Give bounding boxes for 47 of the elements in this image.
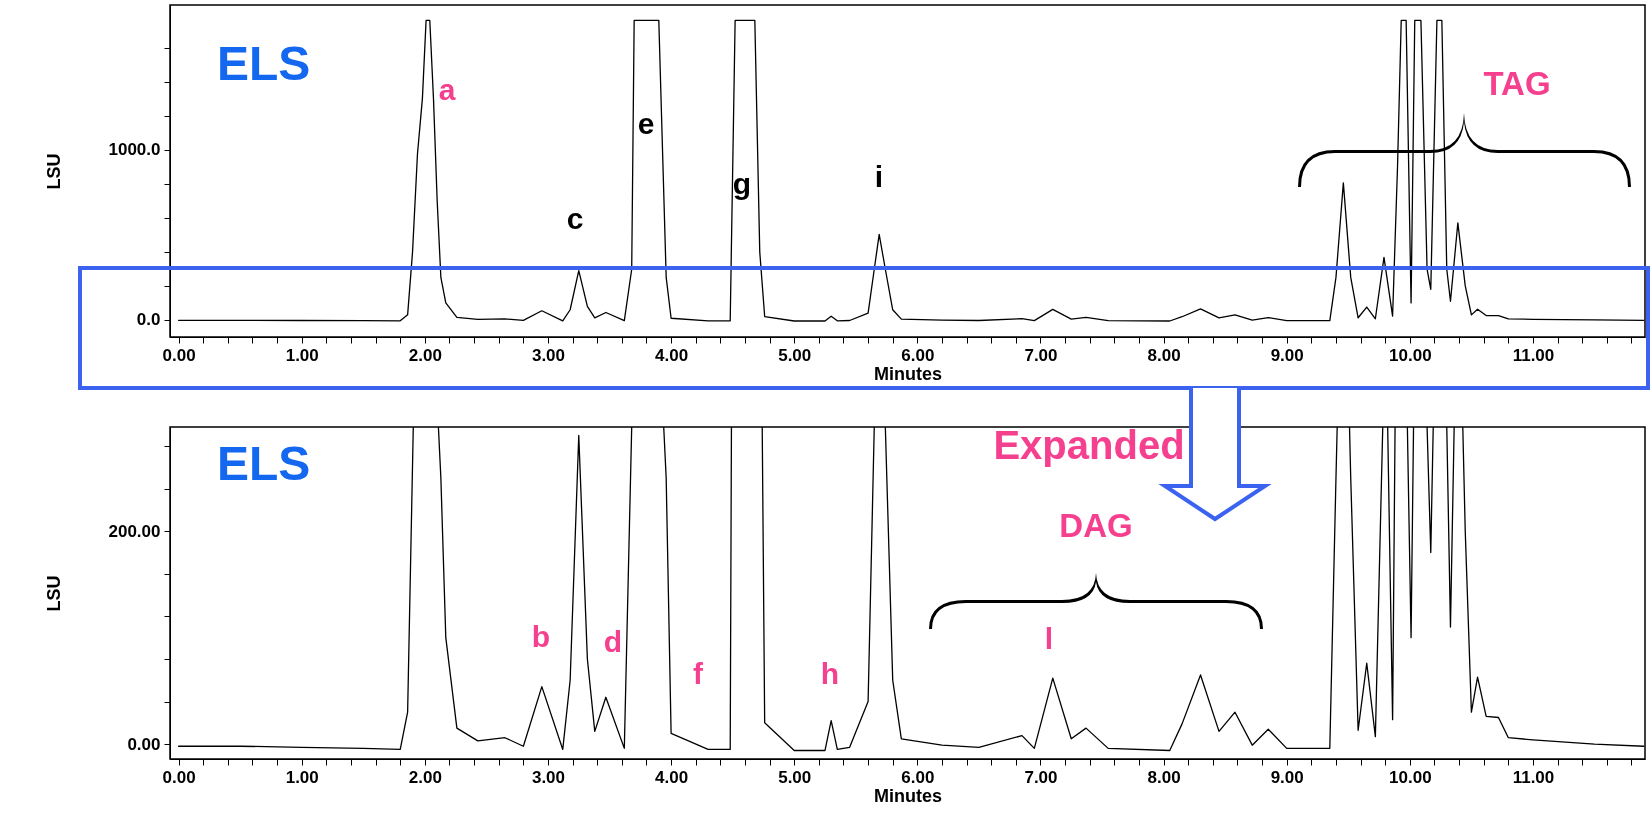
x-tick-label: 6.00 <box>901 345 935 365</box>
x-tick-label: 8.00 <box>1147 345 1181 365</box>
annotation: g <box>732 167 752 200</box>
y-tick-label: 1000.0 <box>108 140 161 160</box>
annotation: a <box>438 73 456 106</box>
x-tick-label: 5.00 <box>778 345 812 365</box>
x-tick-label: 3.00 <box>531 767 566 787</box>
x-tick-label: 11.00 <box>1512 345 1555 365</box>
x-tick-label: 0.00 <box>162 345 196 365</box>
annotation: l <box>1044 622 1054 655</box>
x-tick-label: 5.00 <box>778 767 812 787</box>
annotation: TAG <box>1483 65 1551 102</box>
annotation: DAG <box>1059 507 1133 544</box>
annotation: ELS <box>217 37 311 90</box>
annotation: e <box>637 107 655 140</box>
x-tick-label: 6.00 <box>901 767 935 787</box>
x-tick-label: 4.00 <box>655 345 689 365</box>
y-tick-label: 0.0 <box>136 310 161 330</box>
x-tick-label: 7.00 <box>1024 345 1058 365</box>
annotation: h <box>820 657 840 690</box>
x-tick-label: 1.00 <box>285 345 319 365</box>
x-tick-label: 3.00 <box>531 345 566 365</box>
x-axis-title: Minutes <box>873 363 943 384</box>
x-tick-label: 11.00 <box>1512 767 1555 787</box>
annotation: i <box>874 160 884 193</box>
x-tick-label: 10.00 <box>1389 345 1432 365</box>
x-axis-title: Minutes <box>873 785 943 806</box>
x-tick-label: 1.00 <box>285 767 319 787</box>
y-tick-label: 0.00 <box>127 734 161 754</box>
y-tick-label: 200.00 <box>108 521 161 541</box>
annotation: ELS <box>217 437 311 490</box>
x-tick-label: 10.00 <box>1389 767 1432 787</box>
y-axis-title: LSU <box>43 575 64 612</box>
x-tick-label: 0.00 <box>162 767 196 787</box>
x-tick-label: 2.00 <box>408 767 442 787</box>
annotation: c <box>566 202 584 235</box>
x-tick-label: 2.00 <box>408 345 442 365</box>
x-tick-label: 9.00 <box>1270 345 1304 365</box>
annotation: b <box>531 620 551 653</box>
x-tick-label: 8.00 <box>1147 767 1181 787</box>
annotation: f <box>693 657 704 690</box>
annotation: d <box>603 625 623 658</box>
x-tick-label: 9.00 <box>1270 767 1304 787</box>
x-tick-label: 7.00 <box>1024 767 1058 787</box>
x-tick-label: 4.00 <box>655 767 689 787</box>
y-axis-title: LSU <box>43 153 64 190</box>
annotation: Expanded <box>993 423 1185 467</box>
